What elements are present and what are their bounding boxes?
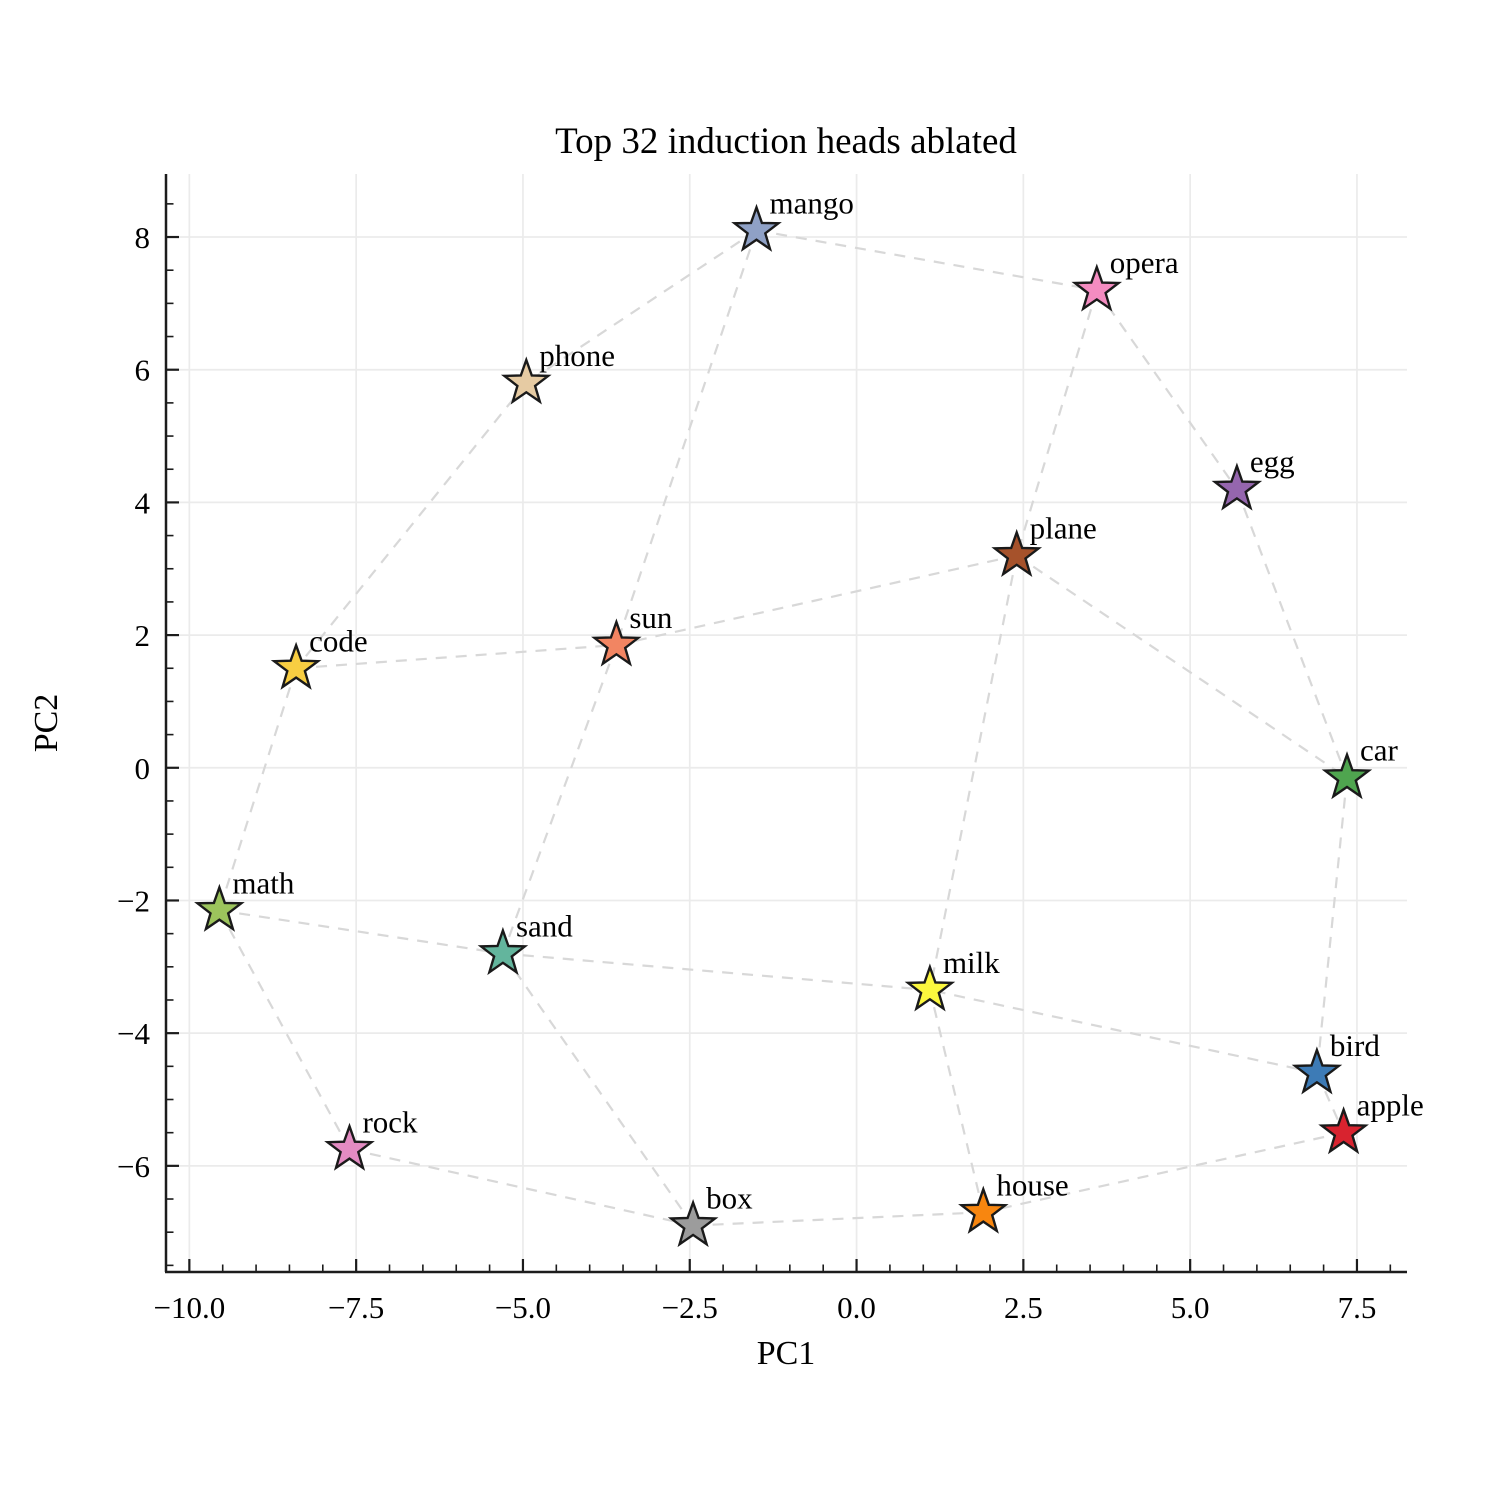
y-tick-label: −4 xyxy=(117,1016,150,1051)
point-label-car: car xyxy=(1360,733,1399,768)
y-axis-label: PC2 xyxy=(28,694,65,753)
point-star-math xyxy=(194,883,245,932)
edge-line-math-sand xyxy=(219,909,504,955)
edge-line-phone-code xyxy=(295,382,528,669)
y-tick-label: 4 xyxy=(135,485,151,520)
x-tick-label: −5.0 xyxy=(495,1290,551,1325)
edge-line-mango-sun xyxy=(615,230,758,646)
point-star-rock xyxy=(324,1122,375,1171)
point-star-house xyxy=(958,1185,1009,1234)
edge-line-opera-egg xyxy=(1095,289,1238,490)
edge-line-apple-house xyxy=(983,1131,1344,1214)
point-label-box: box xyxy=(706,1181,753,1216)
y-tick-label: 8 xyxy=(135,220,151,255)
axis-layer: −10.0 −7.5 −5.0 −2.5 0.0 2.5 5.0 7.5 8 6 4 2 0 −2 −4 −6 xyxy=(117,174,1407,1325)
point-label-code: code xyxy=(309,623,368,658)
point-label-sand: sand xyxy=(516,909,573,944)
point-star-apple xyxy=(1318,1106,1369,1155)
point-label-milk: milk xyxy=(943,945,1000,980)
point-label-phone: phone xyxy=(539,338,615,373)
edge-line-box-rock xyxy=(349,1148,694,1227)
point-label-egg: egg xyxy=(1250,444,1295,479)
edge-line-plane-car xyxy=(1016,554,1348,779)
x-tick-label: −2.5 xyxy=(662,1290,718,1325)
point-star-sand xyxy=(477,926,529,976)
point-star-car xyxy=(1321,751,1373,800)
y-tick-label: −2 xyxy=(117,883,150,918)
edge-line-opera-plane xyxy=(1015,289,1098,556)
edge-line-rock-math xyxy=(218,909,351,1150)
grid-layer xyxy=(166,174,1407,1272)
edge-line-code-math xyxy=(218,667,298,911)
x-tick-label: 0.0 xyxy=(837,1290,876,1325)
point-star-bird xyxy=(1291,1046,1343,1095)
point-label-mango: mango xyxy=(769,185,853,220)
x-tick-label: 2.5 xyxy=(1004,1290,1043,1325)
point-star-mango xyxy=(731,203,782,252)
x-tick-label: −10.0 xyxy=(153,1290,225,1325)
x-tick-label: −7.5 xyxy=(328,1290,384,1325)
edge-line-bird-milk xyxy=(929,988,1318,1075)
point-star-egg xyxy=(1211,462,1263,511)
x-tick-label: 7.5 xyxy=(1338,1290,1377,1325)
edge-line-code-sun xyxy=(296,643,617,670)
point-label-rock: rock xyxy=(362,1104,418,1139)
point-star-box xyxy=(667,1199,719,1248)
y-tick-label: −6 xyxy=(117,1149,150,1184)
edge-line-house-milk xyxy=(928,989,985,1213)
point-label-house: house xyxy=(996,1167,1068,1202)
edge-line-mango-phone xyxy=(525,229,758,384)
edge-line-mango-opera xyxy=(756,229,1097,292)
point-label-bird: bird xyxy=(1330,1028,1380,1063)
point-star-code xyxy=(270,641,322,690)
edge-line-sun-plane xyxy=(616,554,1017,647)
x-tick-label: 5.0 xyxy=(1171,1290,1210,1325)
edge-line-sun-sand xyxy=(501,644,618,954)
point-label-apple: apple xyxy=(1357,1088,1424,1123)
edge-line-house-box xyxy=(693,1211,984,1227)
y-tick-label: 2 xyxy=(135,618,151,653)
point-star-plane xyxy=(991,528,1043,578)
point-label-plane: plane xyxy=(1030,510,1097,545)
point-label-math: math xyxy=(232,865,294,900)
point-star-opera xyxy=(1071,263,1123,312)
edge-line-box-sand xyxy=(502,952,694,1227)
x-axis-label: PC1 xyxy=(757,1335,816,1372)
point-label-opera: opera xyxy=(1110,245,1179,280)
point-layer: mango opera phone egg plane sun code car math san… xyxy=(194,185,1424,1248)
y-tick-label: 6 xyxy=(135,353,151,388)
y-tick-label: 0 xyxy=(135,751,151,786)
point-star-milk xyxy=(904,963,956,1012)
point-label-sun: sun xyxy=(629,600,673,635)
point-star-sun xyxy=(591,618,642,667)
edge-line-egg-car xyxy=(1235,488,1348,779)
point-star-phone xyxy=(500,356,552,405)
edge-line-car-bird xyxy=(1315,777,1349,1074)
edge-line-sand-milk xyxy=(502,952,931,992)
edge-layer xyxy=(218,229,1349,1227)
edge-line-plane-milk xyxy=(928,555,1018,991)
chart-title: Top 32 induction heads ablated xyxy=(555,121,1017,162)
